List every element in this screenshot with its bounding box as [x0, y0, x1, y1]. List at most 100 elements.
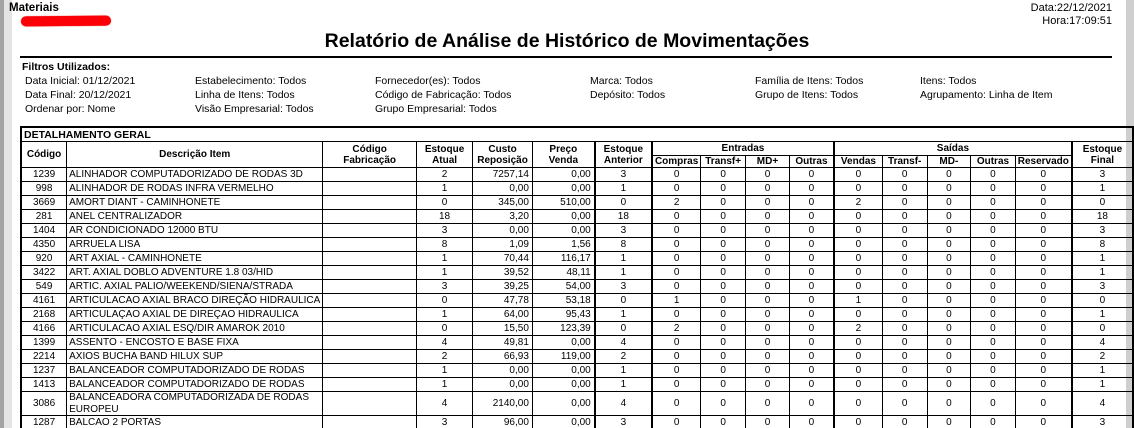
table-cell: 3669 — [20, 195, 68, 210]
table-cell: 0 — [700, 223, 747, 238]
table-cell: 0 — [1070, 293, 1134, 308]
table-cell: 0 — [1014, 195, 1073, 210]
table-row: 3669 AMORT DIANT - CAMINHONETE 0 345,00 510,… — [20, 195, 1134, 210]
table-cell: 1 — [415, 251, 474, 266]
table-cell: 0 — [745, 349, 790, 364]
table-cell: 1 — [593, 377, 653, 392]
table-cell: 0 — [832, 279, 883, 294]
table-cell: 0 — [970, 167, 1016, 182]
table-cell: 3 — [1070, 415, 1134, 428]
table-cell: 0 — [593, 293, 653, 308]
table-cell: 0 — [832, 391, 883, 416]
table-cell: 0 — [650, 415, 702, 428]
table-cell: 0 — [926, 293, 972, 308]
table-cell: 4350 — [20, 237, 68, 252]
table-cell: 4 — [415, 335, 474, 350]
filter-column-1: Data Inicial: 01/12/2021 Data Final: 20/1… — [25, 74, 135, 116]
table-cell: 0 — [745, 377, 790, 392]
table-cell: 3 — [593, 167, 653, 182]
table-cell: 0 — [650, 377, 702, 392]
table-cell: 0 — [970, 335, 1016, 350]
table-cell: 0 — [745, 335, 790, 350]
table-cell: 0 — [788, 223, 835, 238]
table-cell: 0,00 — [531, 167, 596, 182]
table-cell: 0 — [926, 321, 972, 336]
table-row: 1404 AR CONDICIONADO 12000 BTU 3 0,00 0,00 3 0… — [20, 223, 1134, 238]
table-cell: 39,25 — [472, 279, 533, 294]
table-cell: 0 — [650, 251, 702, 266]
report-date: Data:22/12/2021 — [1030, 2, 1112, 14]
table-cell: 0 — [700, 167, 747, 182]
table-row: 4161 ARTICULACAO AXIAL BRACO DIREÇÃO HIDR… — [20, 293, 1134, 308]
table-cell: 7257,14 — [472, 167, 533, 182]
table-cell: 116,17 — [531, 251, 596, 266]
table-cell: 0,00 — [531, 363, 596, 378]
table-cell: 1 — [1070, 307, 1134, 322]
table-cell: 2 — [1070, 349, 1134, 364]
table-cell: 119,00 — [531, 349, 596, 364]
table-cell: 4 — [1070, 335, 1134, 350]
table-cell: 0 — [650, 265, 702, 280]
report-time: Hora:17:09:51 — [1042, 14, 1112, 27]
table-cell: 49,81 — [472, 335, 533, 350]
table-cell: 0 — [1014, 321, 1073, 336]
table-cell: 53,18 — [531, 293, 596, 308]
table-cell: 0 — [788, 391, 835, 416]
table-cell: 0 — [650, 167, 702, 182]
table-cell: 1399 — [20, 335, 68, 350]
table-cell: 95,43 — [531, 307, 596, 322]
table-cell: 0 — [700, 377, 747, 392]
table-cell: AXIOS BUCHA BAND HILUX SUP — [66, 349, 324, 364]
table-cell: AR CONDICIONADO 12000 BTU — [66, 223, 324, 238]
table-cell: 3 — [415, 223, 474, 238]
table-cell: 0 — [700, 363, 747, 378]
group-header-saidas: Saídas — [832, 141, 1073, 156]
table-cell: 123,39 — [531, 321, 596, 336]
page-left-margin — [4, 0, 12, 428]
table-cell: 15,50 — [472, 321, 533, 336]
table-cell: 2 — [832, 321, 883, 336]
table-cell: 0 — [745, 391, 790, 416]
table-cell: 0 — [700, 415, 747, 428]
subcolumn-header: Transf- — [881, 155, 928, 168]
table-cell: 1 — [415, 265, 474, 280]
table-cell: 0 — [650, 335, 702, 350]
table-row: 998 ALINHADOR DE RODAS INFRA VERMELHO 1 0,0… — [20, 181, 1134, 196]
subcolumn-header: Outras — [970, 155, 1016, 168]
filter-item: Código de Fabricação: Todos — [375, 89, 512, 101]
table-cell: 0,00 — [472, 363, 533, 378]
filters-section: Data Inicial: 01/12/2021 Data Final: 20/1… — [20, 74, 1114, 120]
filter-item: Depósito: Todos — [590, 89, 666, 101]
table-cell: 0 — [788, 377, 835, 392]
table-cell: 0 — [745, 181, 790, 196]
table-cell: 1404 — [20, 223, 68, 238]
table-cell — [322, 321, 417, 336]
table-cell: 0 — [745, 195, 790, 210]
table-cell: 2168 — [20, 307, 68, 322]
table-cell: 1 — [1070, 377, 1134, 392]
table-cell: 0,00 — [531, 377, 596, 392]
table-cell: ASSENTO - ENCOSTO E BASE FIXA — [66, 335, 324, 350]
table-cell: 0 — [650, 363, 702, 378]
table-cell: 0,00 — [472, 377, 533, 392]
table-cell: 1 — [415, 181, 474, 196]
table-cell: 0 — [788, 307, 835, 322]
table-cell: 0 — [745, 251, 790, 266]
table-cell: 1 — [415, 363, 474, 378]
table-cell: 3 — [593, 279, 653, 294]
column-header: Custo Reposição — [472, 141, 533, 168]
table-cell: 39,52 — [472, 265, 533, 280]
table-cell: 0,00 — [531, 391, 596, 416]
table-cell: 0 — [1014, 415, 1073, 428]
table-cell: ALINHADOR DE RODAS INFRA VERMELHO — [66, 181, 324, 196]
table-cell: BALANCEADOR COMPUTADORIZADO DE RODAS — [66, 377, 324, 392]
table-cell: 0 — [745, 237, 790, 252]
table-cell: 0 — [881, 265, 928, 280]
filter-item: Estabelecimento: Todos — [195, 75, 307, 87]
table-row: 920 ART AXIAL - CAMINHONETE 1 70,44 116,17 1 0… — [20, 251, 1134, 266]
table-cell: 0 — [788, 279, 835, 294]
table-cell — [322, 209, 417, 224]
table-cell: 0 — [926, 415, 972, 428]
table-cell: 0 — [832, 251, 883, 266]
